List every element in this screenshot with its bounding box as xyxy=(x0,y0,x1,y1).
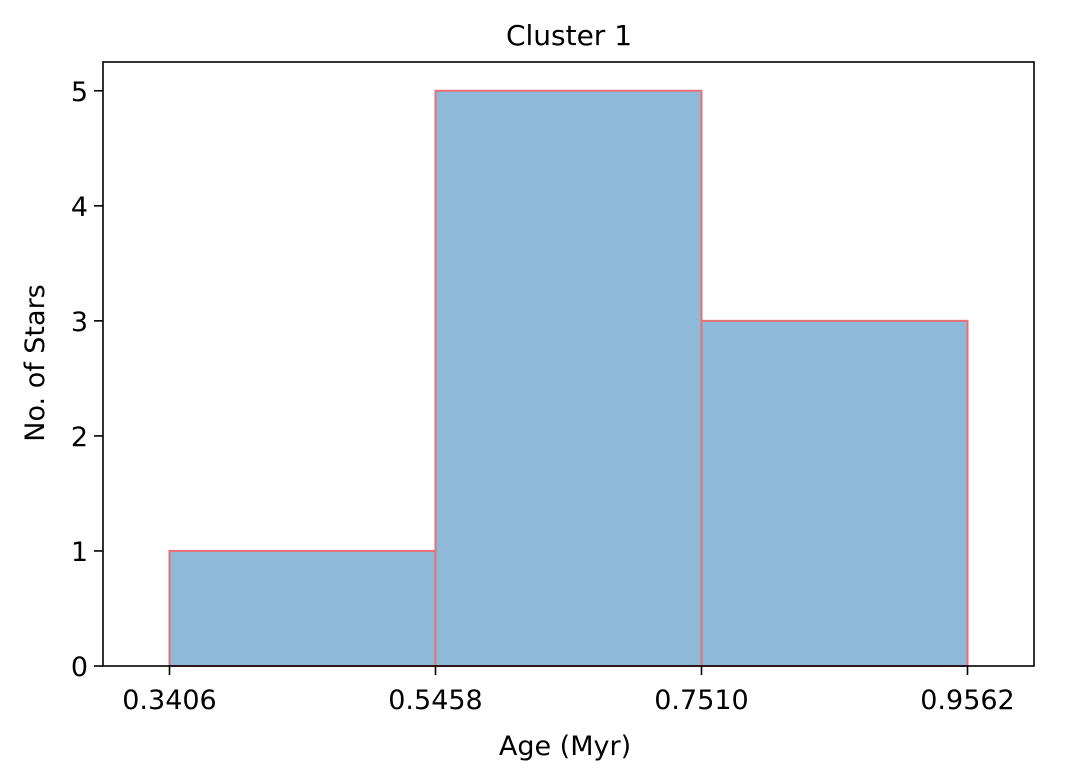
x-tick-label: 0.5458 xyxy=(388,685,482,716)
chart-title: Cluster 1 xyxy=(506,19,632,52)
y-axis-label: No. of Stars xyxy=(20,284,51,441)
histogram-bar-1 xyxy=(168,549,437,668)
y-tick-label: 3 xyxy=(71,307,88,338)
y-tick-label: 5 xyxy=(71,77,88,108)
x-tick-label: 0.9562 xyxy=(920,685,1014,716)
histogram-bar-3 xyxy=(700,319,969,667)
x-tick-label: 0.7510 xyxy=(654,685,748,716)
bars-layer xyxy=(168,89,969,668)
plot-frame xyxy=(102,61,1035,667)
x-axis: 0.3406 0.5458 0.7510 0.9562 xyxy=(122,666,1015,716)
y-tick-label: 1 xyxy=(71,537,88,568)
histogram-bar-2 xyxy=(434,89,703,667)
y-tick-label: 2 xyxy=(71,422,88,453)
x-tick-label: 0.3406 xyxy=(122,685,216,716)
x-axis-label: Age (Myr) xyxy=(499,731,631,762)
y-axis: 0 1 2 3 4 5 xyxy=(71,77,103,683)
y-tick-label: 4 xyxy=(71,192,88,223)
y-tick-label: 0 xyxy=(71,652,88,683)
